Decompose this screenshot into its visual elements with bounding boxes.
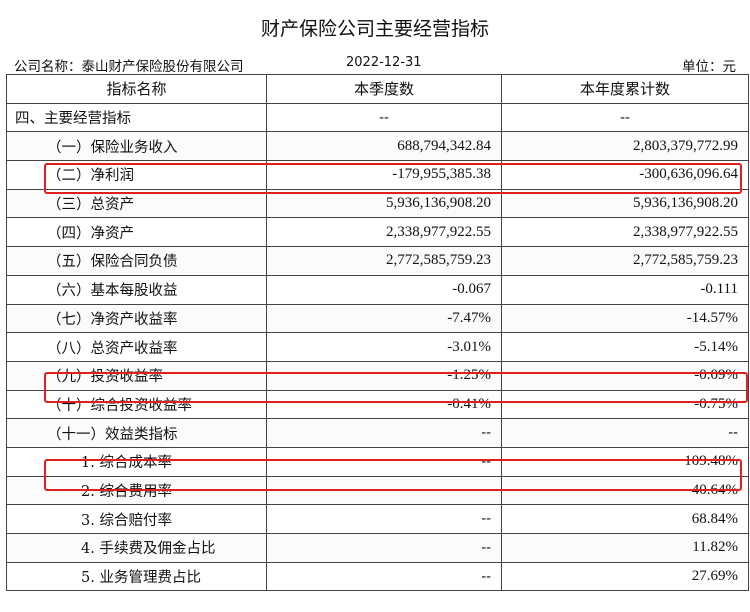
report-title: 财产保险公司主要经营指标 xyxy=(260,18,489,40)
table-row: （四）净资产 2,338,977,922.55 2,338,977,922.55 xyxy=(6,217,749,248)
row-ytd-value: -0.111 xyxy=(501,274,749,305)
row-ytd-value: -- xyxy=(501,418,749,448)
row-ytd-value: 5,936,136,908.20 xyxy=(501,188,749,219)
row-ytd-value: 40.64% xyxy=(501,475,749,506)
table-row: （八）总资产收益率 -3.01% -5.14% xyxy=(6,332,749,362)
row-name: （八）总资产收益率 xyxy=(6,332,267,362)
table-header-row: 指标名称 本季度数 本年度累计数 xyxy=(6,74,749,104)
row-name: 3. 综合赔付率 xyxy=(6,504,267,534)
row-name: （七）净资产收益率 xyxy=(6,303,267,334)
row-name: （十一）效益类指标 xyxy=(6,418,267,448)
row-quarter-value: -7.47% xyxy=(266,303,502,334)
header-ytd: 本年度累计数 xyxy=(501,74,749,104)
table-row: 3. 综合赔付率 -- 68.84% xyxy=(6,504,749,534)
row-name: 2. 综合费用率 xyxy=(6,475,267,506)
table-row: （九）投资收益率 -1.25% -0.09% xyxy=(6,360,749,391)
table-row: （五）保险合同负债 2,772,585,759.23 2,772,585,759… xyxy=(6,246,749,276)
header-quarter: 本季度数 xyxy=(266,74,502,104)
row-ytd-value: 109.48% xyxy=(501,446,749,477)
row-quarter-value: -179,955,385.38 xyxy=(266,160,502,190)
row-quarter-value: -- xyxy=(266,102,502,133)
row-name: （六）基本每股收益 xyxy=(6,274,267,305)
row-quarter-value: 2,338,977,922.55 xyxy=(266,217,502,248)
row-name: （一）保险业务收入 xyxy=(6,131,267,162)
row-quarter-value: -- xyxy=(266,446,502,477)
table-row: 2. 综合费用率 -- 40.64% xyxy=(6,475,749,506)
row-ytd-value: 68.84% xyxy=(501,504,749,534)
row-ytd-value: -0.75% xyxy=(501,389,749,420)
row-ytd-value: 2,772,585,759.23 xyxy=(501,246,749,276)
unit-label: 单位：元 xyxy=(682,59,736,75)
table-row: （十一）效益类指标 -- -- xyxy=(6,418,749,448)
indicator-table: 指标名称 本季度数 本年度累计数 四、主要经营指标 -- -- （一）保险业务收… xyxy=(6,74,749,592)
row-quarter-value: 2,772,585,759.23 xyxy=(266,246,502,276)
table-row: （三）总资产 5,936,136,908.20 5,936,136,908.20 xyxy=(6,188,749,219)
row-name: 四、主要经营指标 xyxy=(6,102,267,133)
table-row: （七）净资产收益率 -7.47% -14.57% xyxy=(6,303,749,334)
table-row: （十）综合投资收益率 -0.41% -0.75% xyxy=(6,389,749,420)
row-ytd-value: -300,636,096.64 xyxy=(501,160,749,190)
row-quarter-value: -0.41% xyxy=(266,389,502,420)
row-name: （五）保险合同负债 xyxy=(6,246,267,276)
report-date: 2022-12-31 xyxy=(346,55,422,70)
row-ytd-value: 2,338,977,922.55 xyxy=(501,217,749,248)
row-name: 1. 综合成本率 xyxy=(6,446,267,477)
table-row: 4. 手续费及佣金占比 -- 11.82% xyxy=(6,533,749,563)
row-name: 4. 手续费及佣金占比 xyxy=(6,533,267,563)
row-quarter-value: -- xyxy=(266,561,502,592)
row-quarter-value: -3.01% xyxy=(266,332,502,362)
row-quarter-value: -0.067 xyxy=(266,274,502,305)
row-ytd-value: 11.82% xyxy=(501,533,749,563)
row-ytd-value: 2,803,379,772.99 xyxy=(501,131,749,162)
row-ytd-value: -0.09% xyxy=(501,360,749,391)
table-row: （六）基本每股收益 -0.067 -0.111 xyxy=(6,274,749,305)
row-ytd-value: -5.14% xyxy=(501,332,749,362)
row-quarter-value: -1.25% xyxy=(266,360,502,391)
row-name: （四）净资产 xyxy=(6,217,267,248)
table-row: （二）净利润 -179,955,385.38 -300,636,096.64 xyxy=(6,160,749,190)
row-ytd-value: -- xyxy=(501,102,749,133)
table-row: 1. 综合成本率 -- 109.48% xyxy=(6,446,749,477)
row-name: 5. 业务管理费占比 xyxy=(6,561,267,592)
table-row: （一）保险业务收入 688,794,342.84 2,803,379,772.9… xyxy=(6,131,749,162)
company-name: 公司名称：泰山财产保险股份有限公司 xyxy=(14,59,244,75)
row-name: （九）投资收益率 xyxy=(6,360,267,391)
table-row: 四、主要经营指标 -- -- xyxy=(6,102,749,133)
row-quarter-value: -- xyxy=(266,418,502,448)
row-quarter-value: -- xyxy=(266,533,502,563)
row-ytd-value: 27.69% xyxy=(501,561,749,592)
report-meta: 公司名称：泰山财产保险股份有限公司 2022-12-31 单位：元 xyxy=(0,53,750,75)
row-quarter-value: 5,936,136,908.20 xyxy=(266,188,502,219)
row-quarter-value: -- xyxy=(266,504,502,534)
row-quarter-value: -- xyxy=(266,475,502,506)
row-name: （三）总资产 xyxy=(6,188,267,219)
row-quarter-value: 688,794,342.84 xyxy=(266,131,502,162)
table-row: 5. 业务管理费占比 -- 27.69% xyxy=(6,561,749,592)
header-indicator-name: 指标名称 xyxy=(6,74,267,104)
row-name: （二）净利润 xyxy=(6,160,267,190)
row-name: （十）综合投资收益率 xyxy=(6,389,267,420)
row-ytd-value: -14.57% xyxy=(501,303,749,334)
